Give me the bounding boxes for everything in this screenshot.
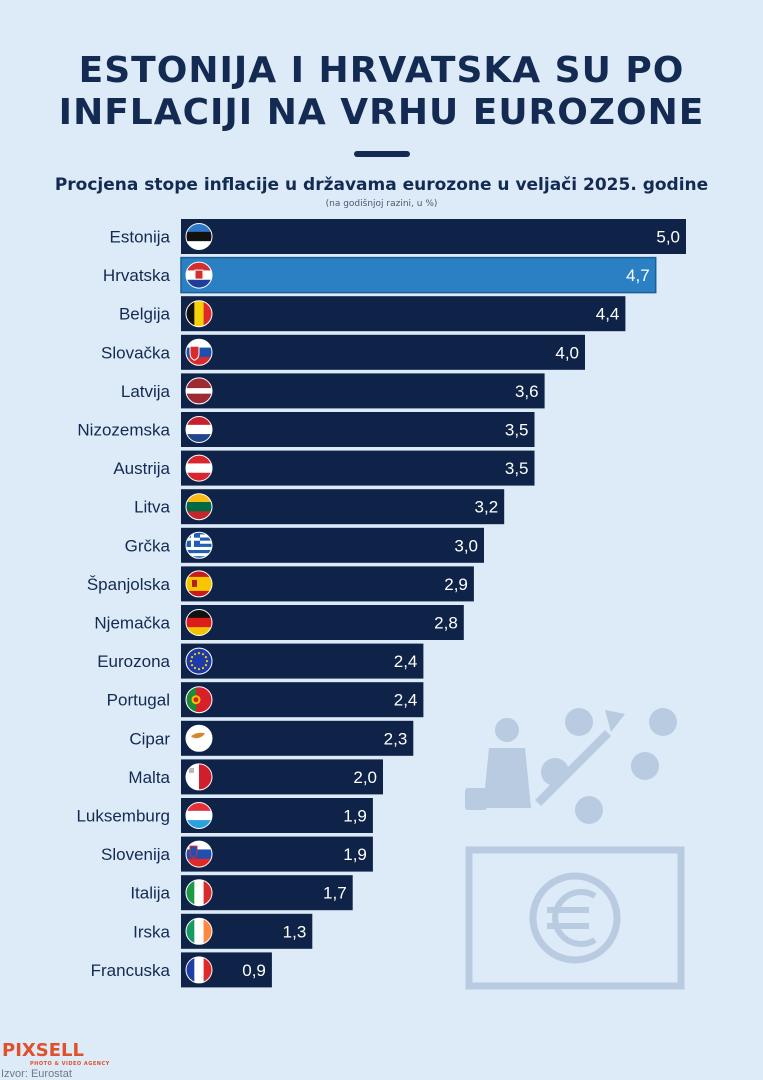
flag-latvia-icon	[185, 377, 213, 405]
value-label-francuska: 0,9	[242, 961, 266, 980]
bar-malta	[181, 759, 383, 795]
flag-lithuania-icon	[185, 493, 213, 521]
value-label-austrija: 3,5	[505, 459, 529, 478]
category-label-eurozona: Eurozona	[97, 652, 170, 671]
category-label-litva: Litva	[134, 498, 170, 517]
bar-latvija	[181, 373, 545, 409]
flag-spain-icon	[185, 570, 213, 598]
bar-spanjolska	[181, 566, 474, 602]
category-label-latvija: Latvija	[121, 382, 171, 401]
value-label-njemacka: 2,8	[434, 614, 458, 633]
value-label-litva: 3,2	[475, 498, 499, 517]
value-label-portugal: 2,4	[394, 691, 418, 710]
page-title: ESTONIJA I HRVATSKA SU PO INFLACIJI NA V…	[0, 50, 763, 134]
value-label-belgija: 4,4	[596, 305, 620, 324]
value-label-nizozemska: 3,5	[505, 421, 529, 440]
bar-hrvatska	[180, 256, 657, 294]
value-label-estonija: 5,0	[656, 228, 680, 247]
inflation-illustration-icon	[465, 708, 685, 990]
flag-france-icon	[185, 956, 213, 984]
value-label-italija: 1,7	[323, 884, 347, 903]
category-label-hrvatska: Hrvatska	[103, 266, 171, 285]
chart-subtitle: Procjena stope inflacije u državama euro…	[54, 175, 709, 195]
bar-litva	[181, 489, 505, 525]
flag-slovenia-icon	[185, 840, 213, 868]
unit-note: (na godišnjoj razini, u %)	[325, 199, 438, 209]
category-label-cipar: Cipar	[129, 729, 170, 748]
category-label-austrija: Austrija	[113, 459, 170, 478]
flag-greece-icon	[185, 531, 213, 559]
value-label-malta: 2,0	[353, 768, 377, 787]
category-label-malta: Malta	[128, 768, 170, 787]
title-divider	[354, 151, 410, 157]
title-line-1: ESTONIJA I HRVATSKA SU PO	[78, 50, 685, 91]
category-label-slovenija: Slovenija	[101, 845, 171, 864]
bar-estonija	[181, 219, 686, 254]
category-label-italija: Italija	[130, 884, 170, 903]
flag-portugal-icon	[185, 686, 213, 714]
category-label-francuska: Francuska	[91, 961, 171, 980]
bar-austrija	[181, 450, 535, 486]
flag-germany-icon	[185, 609, 213, 636]
value-label-eurozona: 2,4	[394, 652, 418, 671]
category-label-spanjolska: Španjolska	[87, 575, 171, 594]
flag-luxembourg-icon	[185, 802, 213, 829]
category-label-estonija: Estonija	[110, 228, 171, 247]
category-label-grcka: Grčka	[125, 536, 171, 555]
category-label-slovacka: Slovačka	[101, 343, 171, 362]
category-label-belgija: Belgija	[119, 305, 171, 324]
bar-nizozemska	[181, 412, 535, 447]
bar-eurozona	[181, 643, 424, 679]
value-label-cipar: 2,3	[384, 729, 408, 748]
flag-netherlands-icon	[185, 416, 213, 443]
bar-belgija	[181, 296, 626, 332]
value-label-irska: 1,3	[283, 922, 307, 941]
flag-cyprus-icon	[185, 724, 213, 752]
bar-grcka	[181, 527, 484, 563]
category-label-njemacka: Njemačka	[94, 614, 170, 633]
bar-portugal	[181, 682, 424, 718]
category-label-portugal: Portugal	[107, 691, 170, 710]
pixsell-logo: PIXSELL	[2, 1040, 84, 1061]
flag-belgium-icon	[185, 300, 213, 328]
flag-austria-icon	[185, 454, 213, 482]
flag-croatia-icon	[185, 261, 213, 289]
value-label-slovacka: 4,0	[555, 343, 579, 362]
title-line-2: INFLACIJI NA VRHU EUROZONE	[58, 92, 705, 133]
flag-estonia-icon	[185, 223, 213, 250]
bar-luksemburg	[181, 798, 373, 833]
source-note: Izvor: Eurostat	[1, 1068, 72, 1080]
value-label-slovenija: 1,9	[343, 845, 367, 864]
logo-tagline: PHOTO & VIDEO AGENCY	[30, 1061, 110, 1067]
value-label-spanjolska: 2,9	[444, 575, 468, 594]
flag-ireland-icon	[185, 917, 213, 945]
bar-slovacka	[181, 334, 585, 370]
value-label-grcka: 3,0	[454, 536, 478, 555]
value-label-hrvatska: 4,7	[626, 266, 650, 285]
bar-slovenija	[181, 836, 373, 872]
bar-cipar	[181, 720, 414, 756]
value-label-luksemburg: 1,9	[343, 807, 367, 826]
category-label-luksemburg: Luksemburg	[76, 807, 170, 826]
flag-slovakia-icon	[185, 338, 213, 366]
flag-italy-icon	[185, 879, 213, 907]
category-label-nizozemska: Nizozemska	[77, 421, 170, 440]
flag-malta-icon	[185, 763, 213, 791]
bar-njemacka	[181, 605, 464, 640]
value-label-latvija: 3,6	[515, 382, 539, 401]
flag-eu-icon	[185, 647, 213, 675]
category-label-irska: Irska	[133, 922, 170, 941]
